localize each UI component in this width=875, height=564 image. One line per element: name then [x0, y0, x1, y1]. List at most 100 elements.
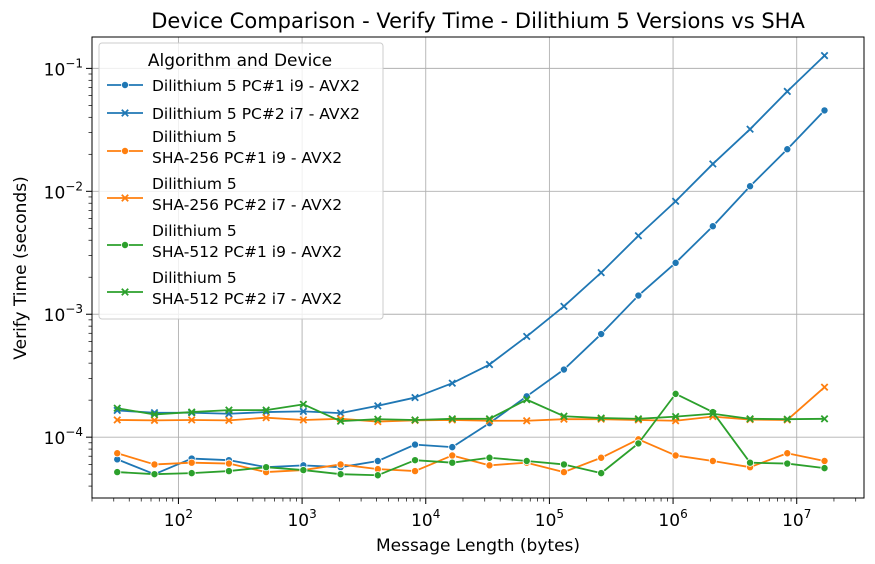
- data-point: [336, 417, 345, 425]
- data-point: [299, 466, 308, 475]
- data-point: [150, 460, 159, 469]
- x-tick-label: 106: [658, 507, 687, 531]
- data-point: [448, 451, 457, 460]
- data-point: [746, 182, 755, 191]
- data-point: [373, 471, 382, 480]
- legend-entry-4: Dilithium 5 SHA-256 PC#2 i7 - AVX2: [107, 175, 342, 214]
- data-point: [113, 468, 122, 477]
- data-point: [187, 408, 196, 416]
- data-point: [708, 222, 717, 231]
- data-point: [634, 231, 643, 240]
- data-point: [485, 414, 494, 423]
- x-axis-title: Message Length (bytes): [376, 536, 580, 556]
- data-point: [820, 51, 829, 60]
- legend-entry-6: Dilithium 5 SHA-512 PC#2 i7 - AVX2: [107, 269, 342, 308]
- legend-label: Dilithium 5 PC#2 i7 - AVX2: [152, 105, 360, 123]
- y-tick-label: 10−4: [44, 425, 83, 449]
- data-point: [411, 416, 419, 424]
- x-tick-label: 103: [287, 507, 316, 531]
- data-point: [299, 400, 308, 409]
- data-point: [113, 416, 122, 424]
- data-point: [671, 389, 680, 398]
- data-point: [820, 464, 829, 473]
- data-point: [522, 456, 531, 465]
- data-point: [225, 416, 233, 425]
- legend-swatch-marker: [121, 146, 130, 155]
- data-point: [485, 453, 494, 462]
- x-tick-label: 104: [411, 507, 440, 531]
- legend-label: Dilithium 5 SHA-512 PC#2 i7 - AVX2: [152, 269, 342, 308]
- data-point: [671, 258, 680, 267]
- data-point: [820, 456, 829, 465]
- legend-box: [98, 42, 384, 320]
- data-point: [187, 458, 196, 467]
- data-point: [262, 463, 271, 472]
- data-point: [299, 416, 308, 424]
- legend-entry-1: Dilithium 5 PC#1 i9 - AVX2: [107, 77, 360, 95]
- y-tick-label: 10−3: [44, 302, 83, 326]
- legend-label: Dilithium 5 SHA-512 PC#1 i9 - AVX2: [152, 222, 342, 261]
- series-line: [117, 398, 825, 423]
- legend-title: Algorithm and Device: [148, 51, 332, 71]
- legend-swatch-marker: [121, 194, 129, 202]
- data-point: [783, 87, 792, 96]
- series-line: [117, 386, 826, 423]
- data-point: [225, 406, 233, 414]
- data-point: [373, 415, 382, 424]
- plot-frame: [91, 36, 865, 499]
- series-2: [113, 51, 829, 418]
- series-line: [117, 392, 825, 477]
- data-point: [448, 443, 457, 452]
- data-point: [224, 459, 233, 468]
- data-point: [597, 469, 606, 478]
- data-point: [448, 414, 457, 423]
- data-point: [448, 379, 457, 387]
- x-tick-label: 102: [164, 507, 193, 531]
- data-point: [708, 409, 717, 418]
- legend-entry-5: Dilithium 5 SHA-512 PC#1 i9 - AVX2: [107, 222, 342, 261]
- series-line: [117, 54, 826, 415]
- data-point: [411, 440, 420, 449]
- data-point: [597, 268, 605, 277]
- legend-label: Dilithium 5 SHA-256 PC#2 i7 - AVX2: [152, 175, 342, 214]
- legend-label: Dilithium 5 PC#1 i9 - AVX2: [152, 77, 360, 95]
- data-point: [820, 383, 829, 392]
- legend-swatch-marker: [121, 81, 130, 90]
- data-point: [783, 145, 792, 154]
- y-axis-title: Verify Time (seconds): [11, 176, 31, 359]
- data-point: [411, 456, 420, 465]
- data-point: [485, 360, 494, 369]
- series-5: [113, 389, 829, 480]
- data-point: [262, 413, 270, 422]
- data-point: [150, 416, 159, 425]
- data-point: [708, 160, 717, 168]
- y-tick-label: 10−1: [44, 56, 83, 80]
- data-point: [150, 410, 159, 419]
- data-point: [336, 460, 345, 469]
- data-point: [448, 458, 457, 467]
- data-point: [373, 401, 382, 410]
- data-point: [746, 458, 755, 467]
- data-point: [597, 330, 606, 339]
- data-point: [597, 453, 606, 462]
- data-point: [671, 197, 680, 206]
- data-point: [522, 395, 531, 404]
- data-point: [634, 291, 643, 300]
- data-point: [671, 451, 680, 460]
- data-point: [187, 469, 196, 478]
- data-point: [746, 125, 754, 134]
- data-point: [113, 404, 122, 413]
- data-point: [522, 416, 531, 425]
- data-point: [559, 365, 568, 374]
- data-point: [373, 456, 382, 465]
- data-point: [746, 414, 754, 423]
- plot-area: 102 103 104 105 106 107 10−4 10−3 10−2 10−1: [44, 36, 865, 531]
- data-point: [559, 460, 568, 469]
- data-point: [783, 449, 792, 458]
- legend-swatch-marker: [121, 288, 129, 296]
- data-point: [634, 439, 643, 448]
- legend-swatch-marker: [121, 240, 130, 249]
- data-point: [634, 414, 643, 423]
- data-point: [411, 467, 420, 476]
